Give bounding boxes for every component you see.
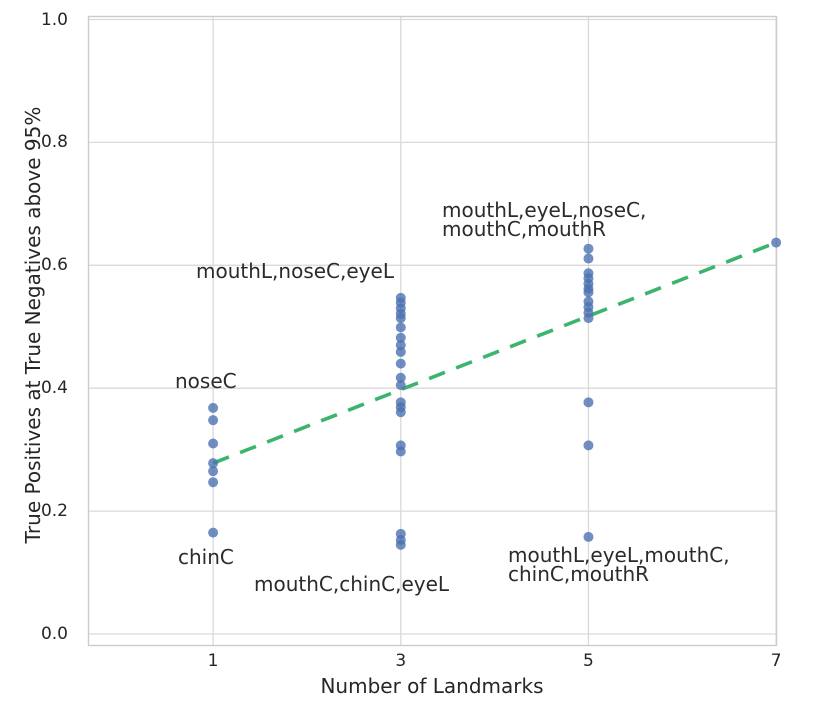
y-tick-label: 0.0 [40, 624, 68, 644]
scatter-point [208, 438, 219, 449]
scatter-point [395, 322, 406, 333]
y-tick-label: 0.8 [40, 132, 68, 153]
scatter-point [583, 287, 594, 298]
y-tick-label: 0.6 [40, 255, 68, 276]
point-annotation: mouthL,noseC,eyeL [196, 259, 394, 283]
scatter-point [395, 380, 406, 391]
point-annotation: mouthC,chinC,eyeL [254, 572, 450, 596]
x-tick-label: 1 [207, 651, 219, 671]
x-tick-label: 3 [395, 651, 407, 671]
y-tick-label: 0.2 [40, 501, 68, 522]
scatter-point [583, 313, 594, 324]
scatter-point [583, 440, 594, 451]
scatter-point [208, 466, 219, 477]
x-tick-label: 5 [583, 651, 594, 671]
scatter-point [395, 372, 406, 383]
scatter-point [583, 397, 594, 408]
scatter-point [395, 446, 406, 457]
y-tick-label: 1.0 [40, 9, 68, 30]
point-annotation: chinC [178, 545, 234, 569]
scatter-point [395, 407, 406, 418]
scatter-point [771, 237, 782, 248]
plot-border [87, 15, 778, 647]
scatter-point [208, 458, 219, 469]
scatter-point [583, 253, 594, 264]
point-annotation: mouthL,eyeL,mouthC, chinC,mouthR [508, 543, 730, 586]
scatter-point [208, 477, 219, 488]
scatter-point [395, 358, 406, 369]
scatter-point [395, 313, 406, 324]
x-tick-label: 7 [770, 651, 782, 671]
scatter-point [395, 346, 406, 357]
scatter-point [583, 243, 594, 254]
scatter-point [208, 402, 219, 413]
x-axis-label: Number of Landmarks [320, 674, 544, 698]
scatter-point [395, 539, 406, 550]
point-annotation: noseC [175, 369, 237, 393]
trend-line [212, 240, 777, 465]
scatter-point [208, 415, 219, 426]
y-tick-label: 0.4 [40, 378, 68, 399]
point-annotation: mouthL,eyeL,noseC, mouthC,mouthR [442, 198, 647, 241]
scatter-point [583, 531, 594, 542]
scatter-point [395, 332, 406, 343]
y-axis-label: True Positives at True Negatives above 9… [21, 106, 45, 544]
scatter-point [208, 527, 219, 538]
